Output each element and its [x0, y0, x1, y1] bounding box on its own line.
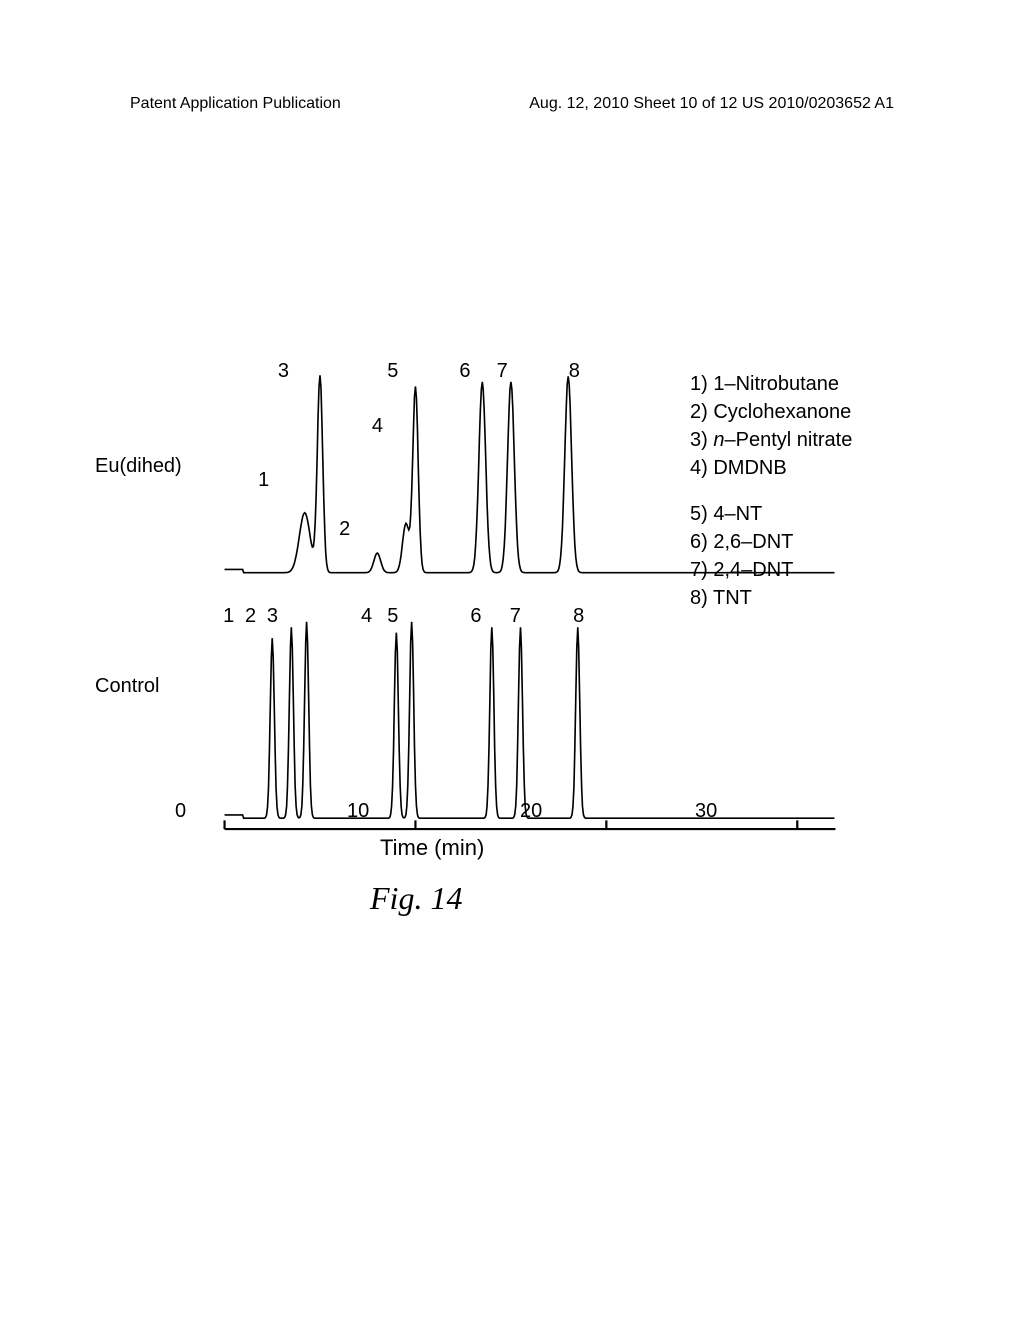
peak-label-bottom-1: 1 [223, 605, 234, 628]
legend-3: 3) n–Pentyl nitrate [690, 426, 852, 454]
x-tick-0: 0 [175, 800, 186, 823]
x-tick-20: 20 [520, 800, 542, 823]
peak-label-bottom-6: 6 [470, 605, 481, 628]
x-tick-30: 30 [695, 800, 717, 823]
y-label-eu: Eu(dihed) [95, 455, 182, 478]
peak-label-bottom-5: 5 [387, 605, 398, 628]
figure-caption: Fig. 14 [370, 880, 462, 917]
page-header: Patent Application Publication Aug. 12, … [0, 95, 1024, 113]
peak-label-top-6: 6 [459, 360, 470, 383]
legend-5: 5) 4–NT [690, 500, 852, 528]
peak-label-top-1: 1 [258, 469, 269, 492]
legend-4: 4) DMDNB [690, 454, 852, 482]
peak-label-top-2: 2 [339, 518, 350, 541]
legend-8: 8) TNT [690, 584, 852, 612]
x-axis-title: Time (min) [380, 835, 484, 861]
legend-1: 1) 1–Nitrobutane [690, 370, 852, 398]
peak-label-bottom-2: 2 [245, 605, 256, 628]
legend-6: 6) 2,6–DNT [690, 528, 852, 556]
header-right-text: Aug. 12, 2010 Sheet 10 of 12 US 2010/020… [529, 95, 894, 113]
peak-label-top-5: 5 [387, 360, 398, 383]
peak-label-bottom-8: 8 [573, 605, 584, 628]
header-left-text: Patent Application Publication [130, 95, 341, 113]
peak-label-top-7: 7 [497, 360, 508, 383]
x-tick-10: 10 [347, 800, 369, 823]
peak-label-bottom-7: 7 [510, 605, 521, 628]
peak-label-top-3: 3 [278, 360, 289, 383]
peak-label-top-8: 8 [569, 360, 580, 383]
bottom-chromatogram-trace [225, 622, 835, 818]
legend-7: 7) 2,4–DNT [690, 556, 852, 584]
peak-label-bottom-3: 3 [267, 605, 278, 628]
peak-label-bottom-4: 4 [361, 605, 372, 628]
y-label-control: Control [95, 675, 159, 698]
legend-2: 2) Cyclohexanone [690, 398, 852, 426]
legend: 1) 1–Nitrobutane 2) Cyclohexanone 3) n–P… [690, 370, 852, 612]
peak-label-top-4: 4 [372, 415, 383, 438]
